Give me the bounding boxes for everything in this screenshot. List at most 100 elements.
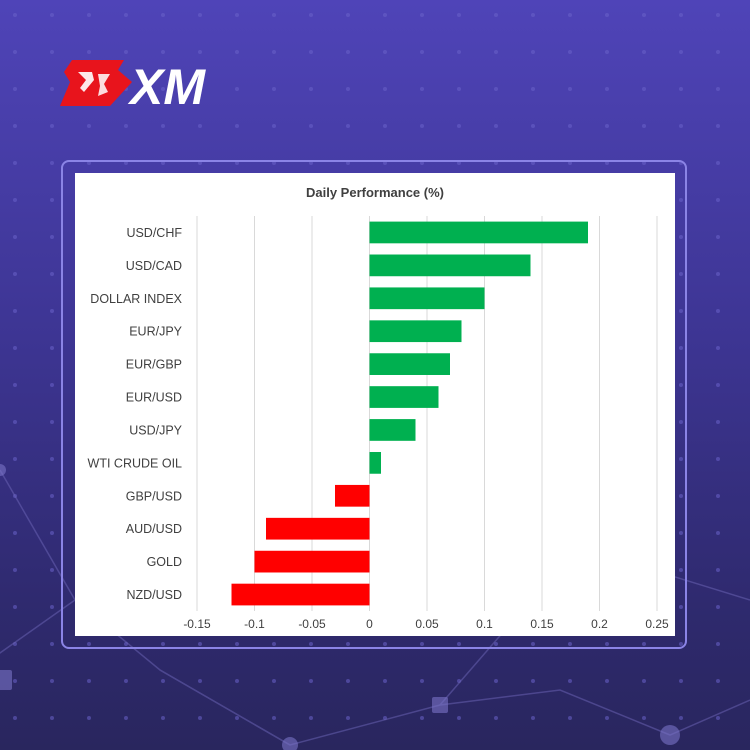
bg-dot <box>87 642 91 646</box>
bg-dot <box>605 50 609 54</box>
bar <box>369 386 439 408</box>
bg-dot <box>50 531 54 535</box>
bg-dot <box>679 494 683 498</box>
bg-dot <box>272 161 276 165</box>
bg-dot <box>531 13 535 17</box>
bg-dot <box>531 50 535 54</box>
bg-dot <box>457 124 461 128</box>
bar <box>335 484 370 507</box>
bg-dot <box>346 642 350 646</box>
bg-dot <box>50 198 54 202</box>
bg-dot <box>198 124 202 128</box>
bg-dot <box>568 124 572 128</box>
bg-dot <box>383 161 387 165</box>
x-tick-label: 0.1 <box>476 617 493 631</box>
bg-dot <box>383 13 387 17</box>
bg-dot <box>235 124 239 128</box>
bg-dot <box>50 494 54 498</box>
bg-dot <box>679 272 683 276</box>
bg-dot <box>309 50 313 54</box>
bg-dot <box>642 13 646 17</box>
bg-dot <box>50 124 54 128</box>
bg-dot <box>124 50 128 54</box>
brand-name: XM <box>127 59 206 110</box>
bg-dot <box>716 272 720 276</box>
bg-dot <box>494 87 498 91</box>
bg-dot <box>161 161 165 165</box>
bg-dot <box>420 87 424 91</box>
bg-dot <box>346 124 350 128</box>
bg-dot <box>50 272 54 276</box>
bg-dot <box>642 50 646 54</box>
category-label: EUR/GBP <box>126 358 182 372</box>
bg-dot <box>568 50 572 54</box>
bg-dot <box>457 642 461 646</box>
bar-chart: USD/CHF USD/CAD DOLLAR INDEX EUR/JPY EUR/GBP… <box>88 216 669 631</box>
bg-dot <box>679 457 683 461</box>
bg-dot <box>605 87 609 91</box>
bar <box>369 419 416 441</box>
bg-dot <box>531 642 535 646</box>
bg-dot <box>50 642 54 646</box>
x-tick-label: -0.15 <box>183 617 211 631</box>
bg-dot <box>161 50 165 54</box>
bg-dot <box>13 531 17 535</box>
bg-dot <box>494 124 498 128</box>
bar <box>231 583 370 606</box>
bg-dot <box>716 235 720 239</box>
bg-dot <box>235 87 239 91</box>
bg-dot <box>383 87 387 91</box>
bg-dot <box>457 87 461 91</box>
bg-dot <box>642 87 646 91</box>
bg-dot <box>420 716 424 720</box>
bg-dot <box>716 420 720 424</box>
bg-dot <box>494 50 498 54</box>
bg-dot <box>124 716 128 720</box>
bg-dot <box>272 716 276 720</box>
bg-dot <box>309 124 313 128</box>
bar <box>369 353 450 375</box>
bg-dot <box>383 679 387 683</box>
bg-dot <box>346 716 350 720</box>
bg-dot <box>716 642 720 646</box>
bar <box>369 452 381 474</box>
bg-dot <box>309 642 313 646</box>
bg-dot <box>13 420 17 424</box>
bg-dot <box>50 568 54 572</box>
bg-dot <box>272 50 276 54</box>
bg-dot <box>457 161 461 165</box>
bg-dot <box>161 716 165 720</box>
bg-dot <box>679 309 683 313</box>
bg-dot <box>383 50 387 54</box>
bg-dot <box>494 642 498 646</box>
bg-dot <box>531 124 535 128</box>
bg-dot <box>198 679 202 683</box>
bg-dot <box>198 13 202 17</box>
bg-dot <box>124 13 128 17</box>
bg-dot <box>87 679 91 683</box>
bg-dot <box>235 13 239 17</box>
bg-dot <box>568 642 572 646</box>
bg-dot <box>309 679 313 683</box>
bg-dot <box>568 716 572 720</box>
bg-dot <box>679 198 683 202</box>
bg-dot <box>13 235 17 239</box>
bg-dot <box>679 679 683 683</box>
bg-dot <box>50 161 54 165</box>
bg-dot <box>13 13 17 17</box>
bg-dot <box>716 457 720 461</box>
bg-dot <box>50 309 54 313</box>
category-label: EUR/USD <box>126 391 182 405</box>
category-label: USD/CAD <box>126 259 182 273</box>
bg-dot <box>87 50 91 54</box>
bg-dot <box>50 457 54 461</box>
bg-dot <box>346 87 350 91</box>
x-tick-label: -0.05 <box>298 617 326 631</box>
bg-dot <box>50 605 54 609</box>
bg-dot <box>642 716 646 720</box>
bg-dot <box>50 13 54 17</box>
bg-dot <box>235 642 239 646</box>
bg-dot <box>605 124 609 128</box>
bg-dot <box>50 235 54 239</box>
bg-dot <box>420 642 424 646</box>
